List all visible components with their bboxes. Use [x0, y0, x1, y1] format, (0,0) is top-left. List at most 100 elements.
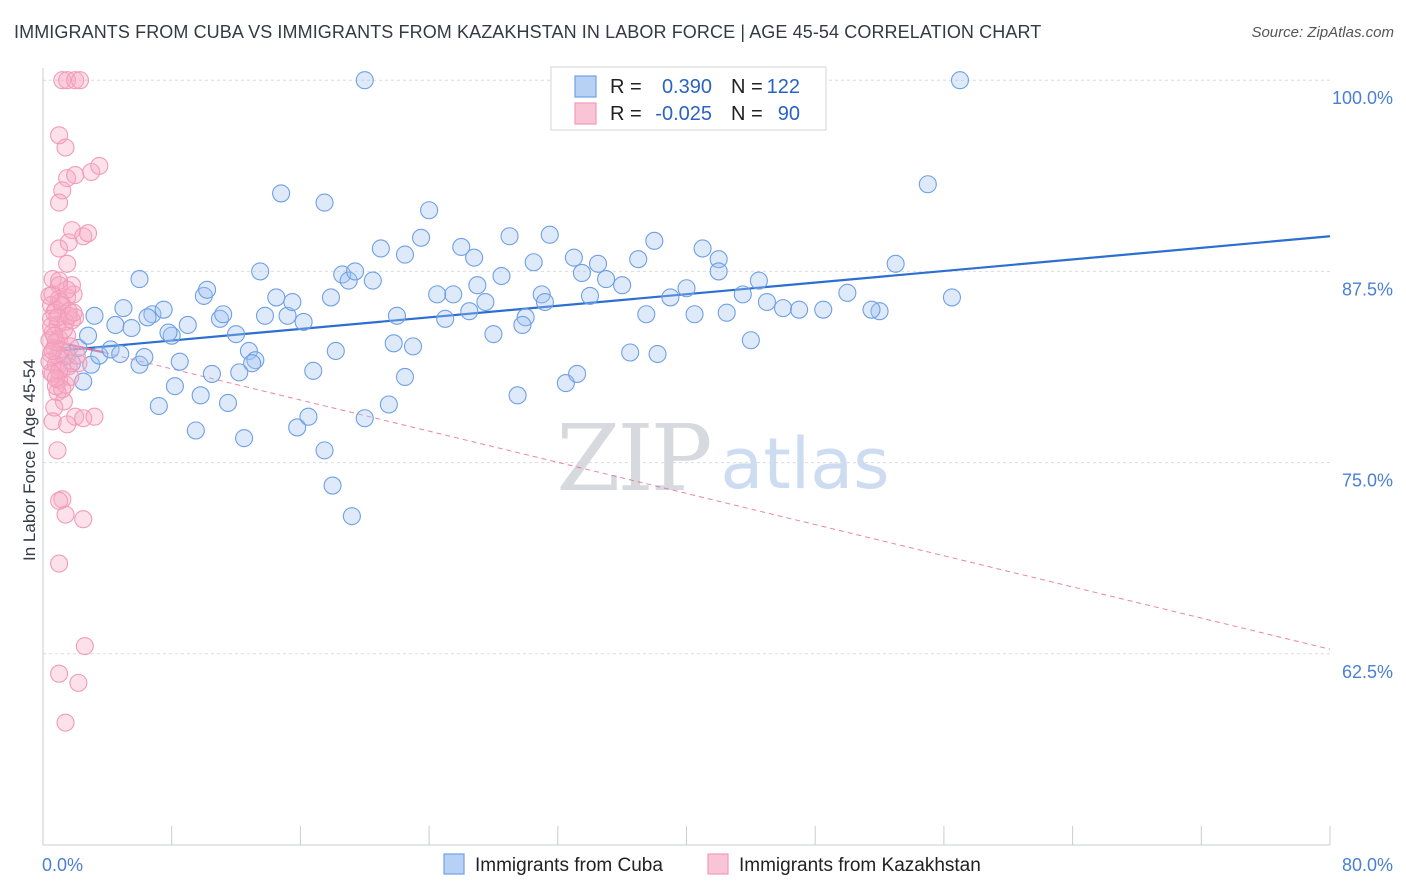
point-kazakhstan-5	[56, 138, 75, 157]
point-cuba-81	[838, 283, 857, 302]
point-cuba-46	[403, 337, 423, 356]
point-kazakhstan-15	[58, 254, 77, 273]
point-cuba-57	[508, 386, 527, 405]
point-cuba-120	[191, 386, 210, 405]
point-kazakhstan-59	[90, 156, 109, 175]
chart-title: IMMIGRANTS FROM CUBA VS IMMIGRANTS FROM …	[14, 22, 1042, 42]
point-cuba-118	[111, 344, 130, 364]
point-cuba-45	[395, 367, 415, 387]
point-cuba-21	[202, 364, 221, 383]
y-tick-label-3: 100.0%	[1332, 88, 1393, 108]
point-cuba-27	[246, 351, 265, 370]
point-cuba-94	[283, 292, 302, 312]
y-tick-label-1: 75.0%	[1342, 471, 1393, 491]
point-cuba-113	[535, 292, 554, 312]
x-tick-label-1: 80.0%	[1342, 855, 1393, 875]
point-cuba-24	[227, 325, 246, 344]
point-kazakhstan-63	[69, 354, 88, 373]
trend-line-kazakhstan-extension	[104, 352, 1331, 650]
point-cuba-108	[130, 270, 149, 289]
point-kazakhstan-70	[56, 713, 75, 732]
legend-n-value-1: 90	[778, 103, 800, 125]
point-cuba-5	[85, 306, 104, 325]
bottom-legend-label-cuba: Immigrants from Cuba	[475, 855, 663, 876]
legend-r-label-0: R =	[610, 76, 642, 98]
point-cuba-56	[500, 227, 519, 246]
bottom-legend-swatch-kazakhstan	[707, 853, 729, 875]
y-axis-label: In Labor Force | Age 45-54	[20, 359, 39, 561]
point-cuba-8	[106, 315, 125, 335]
point-cuba-105	[814, 300, 833, 319]
point-kazakhstan-86	[59, 306, 78, 325]
point-kazakhstan-50	[74, 409, 93, 428]
watermark-zip: ZIP	[556, 405, 709, 512]
point-kazakhstan-54	[53, 490, 72, 509]
point-kazakhstan-3	[70, 71, 90, 90]
legend-r-label-1: R =	[610, 103, 642, 125]
point-cuba-85	[355, 71, 374, 90]
point-cuba-80	[790, 300, 809, 319]
point-cuba-60	[540, 225, 559, 244]
point-cuba-103	[621, 343, 640, 362]
point-cuba-69	[637, 305, 656, 324]
point-cuba-86	[950, 71, 970, 90]
point-cuba-121	[230, 363, 249, 382]
point-cuba-13	[143, 305, 162, 324]
point-cuba-23	[218, 393, 238, 413]
point-kazakhstan-10	[50, 193, 69, 212]
y-tick-label-2: 87.5%	[1342, 279, 1393, 299]
point-cuba-99	[428, 285, 447, 304]
point-kazakhstan-52	[58, 415, 77, 434]
point-cuba-18	[178, 315, 197, 335]
point-cuba-109	[198, 280, 217, 299]
point-cuba-67	[613, 276, 632, 295]
point-kazakhstan-87	[50, 271, 69, 290]
point-cuba-35	[321, 288, 341, 307]
point-cuba-90	[138, 308, 157, 327]
point-cuba-112	[460, 302, 479, 321]
point-kazakhstan-56	[74, 510, 93, 529]
point-cuba-32	[294, 312, 313, 331]
point-cuba-31	[288, 418, 307, 437]
point-cuba-100	[468, 276, 487, 295]
point-kazakhstan-46	[48, 383, 67, 402]
point-cuba-34	[315, 441, 334, 460]
point-cuba-78	[749, 271, 768, 290]
point-cuba-83	[942, 288, 961, 307]
point-kazakhstan-84	[53, 380, 72, 399]
point-cuba-96	[323, 476, 342, 495]
bottom-legend: Immigrants from Cuba Immigrants from Kaz…	[443, 853, 981, 876]
data-points	[40, 71, 970, 732]
point-cuba-63	[572, 263, 591, 283]
point-cuba-48	[420, 201, 439, 220]
point-kazakhstan-51	[43, 412, 62, 431]
point-kazakhstan-82	[41, 363, 61, 382]
point-cuba-7	[101, 340, 120, 359]
point-cuba-89	[315, 193, 334, 212]
point-cuba-76	[717, 303, 736, 322]
point-kazakhstan-13	[50, 239, 69, 258]
point-kazakhstan-53	[48, 441, 67, 460]
watermark: ZIP atlas	[556, 405, 889, 512]
point-cuba-47	[412, 228, 431, 247]
point-cuba-87	[918, 175, 937, 194]
point-cuba-12	[135, 348, 154, 367]
y-tick-labels: 62.5% 75.0% 87.5% 100.0%	[1332, 88, 1393, 682]
legend-swatch-cuba	[574, 75, 597, 98]
point-cuba-115	[709, 262, 728, 281]
point-cuba-52	[465, 248, 484, 267]
x-tick-labels: 0.0% 80.0%	[42, 855, 1393, 875]
x-tick-label-0: 0.0%	[42, 855, 83, 875]
point-kazakhstan-58	[50, 554, 69, 573]
point-cuba-107	[886, 254, 905, 273]
point-cuba-64	[580, 286, 600, 305]
point-cuba-98	[384, 334, 403, 353]
legend: R = 0.390 N = 122 R = -0.025 N = 90	[550, 66, 827, 131]
point-cuba-68	[629, 250, 648, 269]
point-cuba-33	[304, 361, 323, 380]
point-cuba-73	[685, 305, 704, 324]
point-cuba-39	[346, 262, 365, 281]
point-cuba-95	[299, 407, 318, 426]
point-kazakhstan-64	[61, 337, 80, 356]
